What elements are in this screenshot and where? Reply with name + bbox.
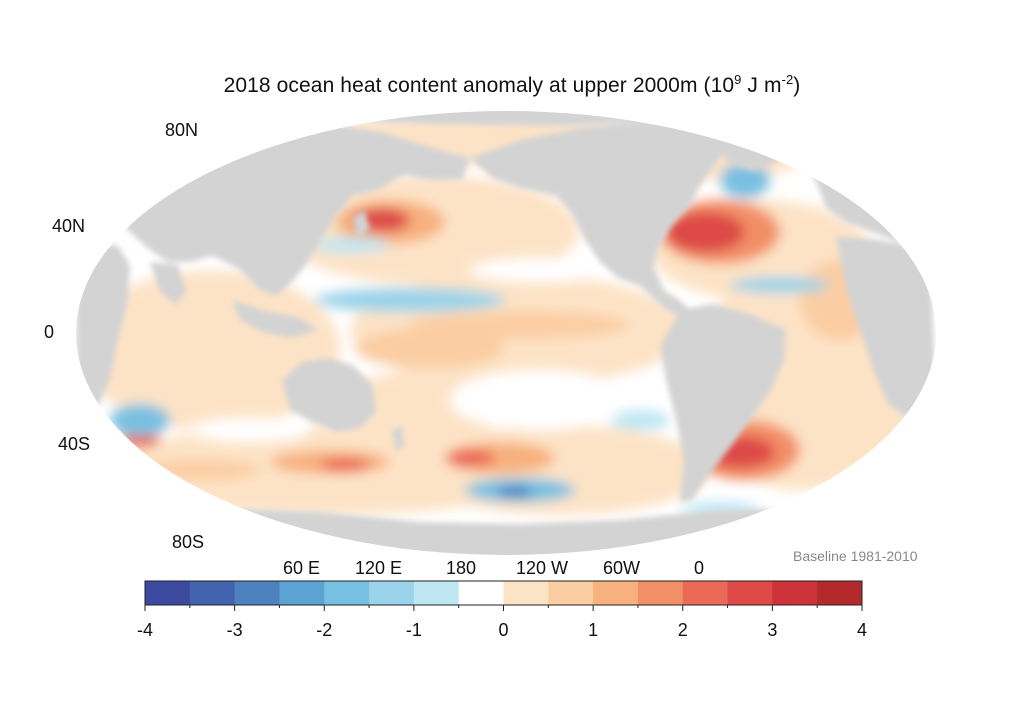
colorbar-segment bbox=[369, 581, 415, 605]
colorbar-segment bbox=[817, 581, 863, 605]
colorbar-tick-label: 3 bbox=[767, 620, 778, 640]
colorbar-segment bbox=[772, 581, 818, 605]
africa-land bbox=[76, 240, 130, 410]
colorbar-tick-label: 1 bbox=[588, 620, 599, 640]
colorbar-segment bbox=[145, 581, 191, 605]
colorbar-segment bbox=[637, 581, 684, 605]
colorbar-segment bbox=[503, 581, 549, 605]
colorbar-tick-label: -1 bbox=[405, 620, 422, 640]
colorbar-tick-label: -4 bbox=[136, 620, 154, 640]
lon-label-120w: 120 W bbox=[516, 558, 569, 578]
colorbar-tick-label: -3 bbox=[226, 620, 243, 640]
colorbar-segment bbox=[593, 581, 639, 605]
colorbar-segment bbox=[234, 581, 280, 605]
lat-label-40n: 40N bbox=[52, 216, 86, 236]
colorbar-tick-label: 4 bbox=[856, 620, 868, 640]
lon-label-0: 0 bbox=[694, 558, 705, 578]
baseline-note: Baseline 1981-2010 bbox=[793, 548, 918, 564]
lat-label-80s: 80S bbox=[172, 532, 205, 552]
lat-label-0: 0 bbox=[44, 322, 55, 342]
lon-label-60e: 60 E bbox=[283, 558, 321, 578]
colorbar-segment bbox=[458, 581, 504, 605]
lat-label-80n: 80N bbox=[165, 120, 199, 140]
south-america-land bbox=[660, 304, 786, 502]
colorbar-segment bbox=[189, 581, 236, 605]
colorbar-segment bbox=[548, 581, 594, 605]
colorbar-segment bbox=[279, 581, 325, 605]
colorbar-tick-label: -2 bbox=[316, 620, 333, 640]
lon-label-180: 180 bbox=[446, 558, 477, 578]
colorbar-tick-label: 2 bbox=[677, 620, 688, 640]
africa-east-land bbox=[836, 236, 936, 420]
newzealand-land bbox=[392, 426, 404, 452]
japan-land bbox=[352, 210, 370, 240]
indonesia-land bbox=[232, 300, 318, 338]
north-america-land bbox=[470, 120, 730, 290]
colorbar-segment bbox=[324, 581, 370, 605]
lon-label-60w: 60W bbox=[603, 558, 641, 578]
lat-label-40s: 40S bbox=[58, 434, 91, 454]
chart-title: 2018 ocean heat content anomaly at upper… bbox=[223, 72, 801, 97]
australia-land bbox=[282, 358, 376, 432]
lon-label-120e: 120 E bbox=[355, 558, 403, 578]
colorbar-tick-label: 0 bbox=[498, 620, 509, 640]
colorbar-segment bbox=[682, 581, 729, 605]
india-land bbox=[150, 262, 186, 305]
colorbar-segment bbox=[413, 581, 460, 605]
colorbar-segment bbox=[727, 581, 773, 605]
